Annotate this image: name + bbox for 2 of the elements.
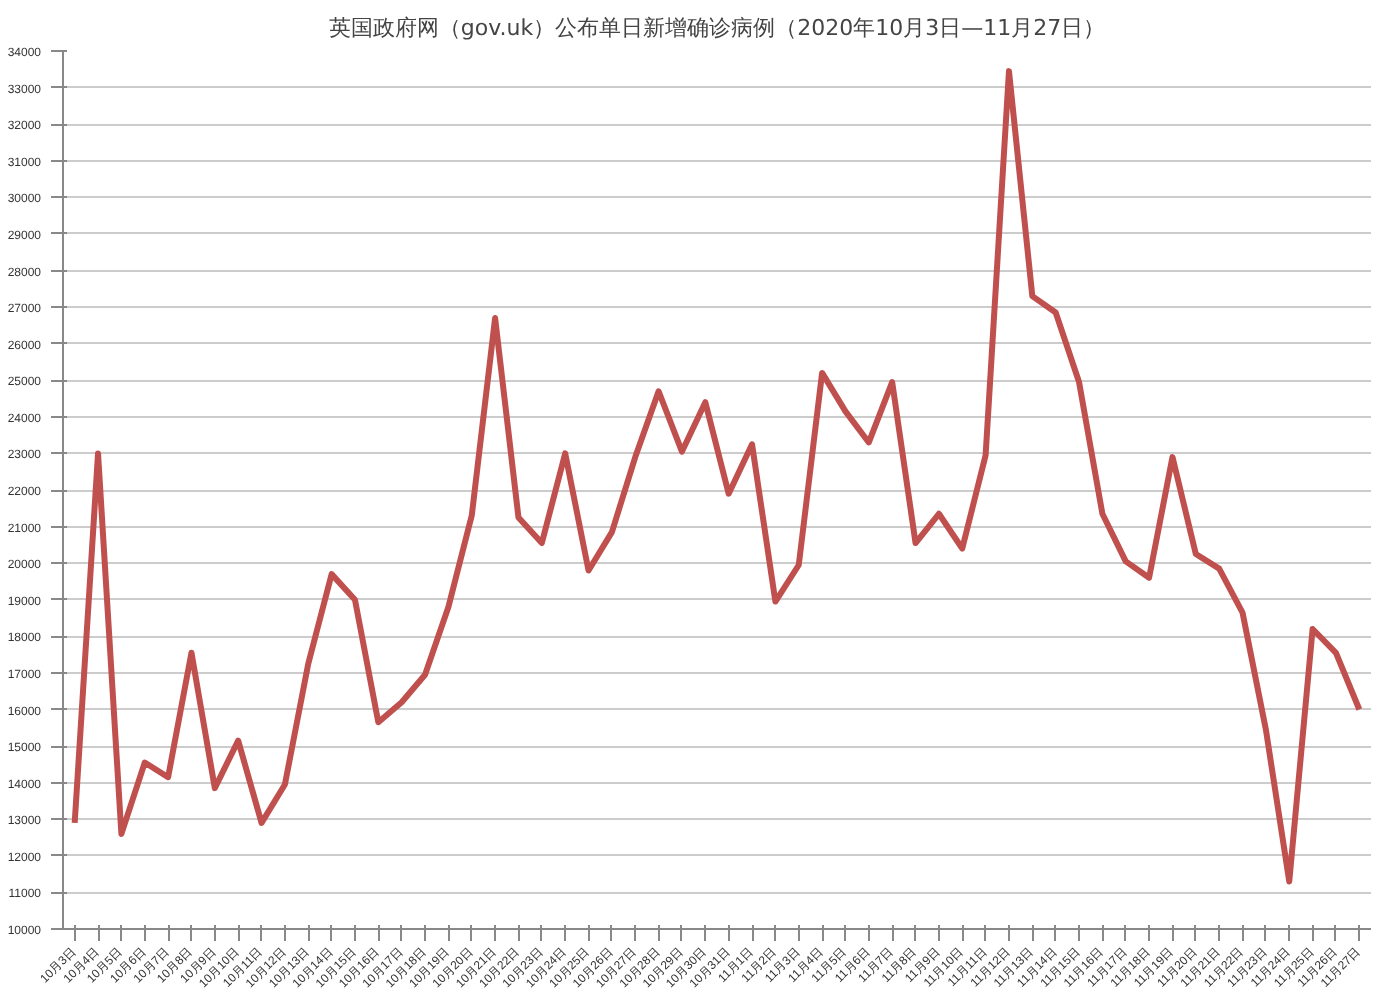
line-series [71, 68, 1363, 885]
chart-title: 英国政府网（gov.uk）公布单日新增确诊病例（2020年10月3日—11月27日） [328, 15, 1106, 41]
